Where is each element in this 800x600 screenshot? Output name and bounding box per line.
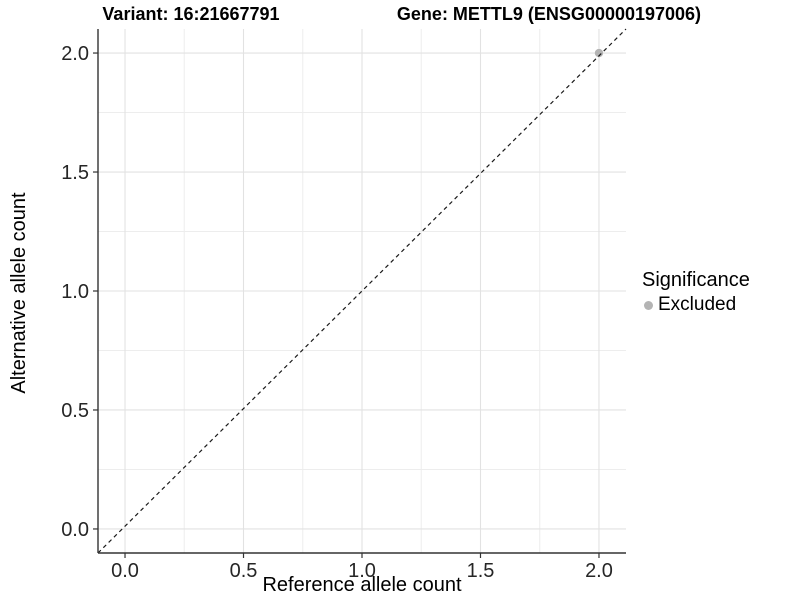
x-tick-label: 0.0: [111, 560, 139, 582]
x-tick-label: 1.0: [348, 560, 376, 582]
legend-item-excluded: Excluded: [640, 294, 798, 316]
excluded-point-icon: [644, 300, 653, 310]
data-point: [594, 48, 604, 58]
legend-title: Significance: [642, 269, 750, 291]
legend-item-label: Excluded: [658, 294, 737, 315]
x-axis-title: Reference allele count: [262, 574, 462, 596]
y-tick-label: 1.5: [61, 162, 89, 184]
x-tick-label: 2.0: [585, 560, 613, 582]
y-tick-label: 0.0: [61, 519, 89, 541]
y-tick-label: 1.0: [61, 281, 89, 303]
y-tick-label: 2.0: [61, 43, 89, 65]
x-tick-label: 1.5: [467, 560, 495, 582]
identity-reference-line: [97, 28, 627, 554]
legend: Significance Excluded: [640, 269, 798, 316]
plot-title-variant: Variant: 16:21667791: [102, 4, 280, 24]
plot-title-gene: Gene: METTL9 (ENSG00000197006): [396, 4, 702, 24]
x-tick-label: 0.5: [230, 560, 258, 582]
y-tick-label: 0.5: [61, 400, 89, 422]
y-axis-title: Alternative allele count: [8, 192, 30, 394]
